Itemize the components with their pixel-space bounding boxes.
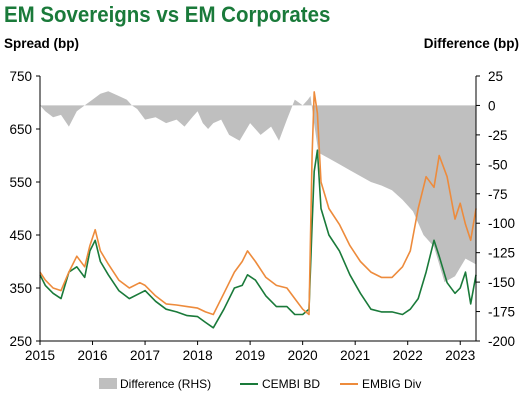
x-tick-label: 2021 xyxy=(340,348,370,363)
legend-label-embig: EMBIG Div xyxy=(362,377,421,391)
right-tick-label: -200 xyxy=(488,334,515,349)
x-tick-label: 2017 xyxy=(130,348,160,363)
left-tick-label: 450 xyxy=(9,228,32,243)
right-tick-label: -150 xyxy=(488,275,515,290)
cembi-bd-line xyxy=(39,149,477,329)
right-tick-label: -75 xyxy=(488,187,508,202)
x-tick-label: 2015 xyxy=(25,348,55,363)
x-tick-label: 2023 xyxy=(445,348,475,363)
right-tick-label: 25 xyxy=(488,69,503,84)
legend-swatch-difference xyxy=(99,378,117,389)
x-tick-label: 2016 xyxy=(78,348,108,363)
right-axis-title: Difference (bp) xyxy=(423,36,519,51)
legend-label-cembi: CEMBI BD xyxy=(262,377,320,391)
chart-title: EM Sovereigns vs EM Corporates xyxy=(4,2,331,27)
left-tick-label: 250 xyxy=(9,334,32,349)
x-tick-label: 2018 xyxy=(183,348,213,363)
right-tick-label: -50 xyxy=(488,157,508,172)
left-axis-title: Spread (bp) xyxy=(4,36,80,51)
right-tick-label: -100 xyxy=(488,216,515,231)
x-tick-label: 2020 xyxy=(288,348,318,363)
embig-div-line xyxy=(39,91,477,316)
right-tick-label: -175 xyxy=(488,305,515,320)
right-tick-label: -125 xyxy=(488,246,515,261)
right-tick-label: 0 xyxy=(488,98,496,113)
left-tick-label: 650 xyxy=(9,122,32,137)
right-tick-label: -25 xyxy=(488,128,508,143)
legend-label-difference: Difference (RHS) xyxy=(120,377,211,391)
x-tick-label: 2019 xyxy=(235,348,265,363)
left-tick-label: 350 xyxy=(9,281,32,296)
difference-area xyxy=(40,91,476,283)
left-tick-label: 750 xyxy=(9,69,32,84)
left-tick-label: 550 xyxy=(9,175,32,190)
x-tick-label: 2022 xyxy=(393,348,423,363)
